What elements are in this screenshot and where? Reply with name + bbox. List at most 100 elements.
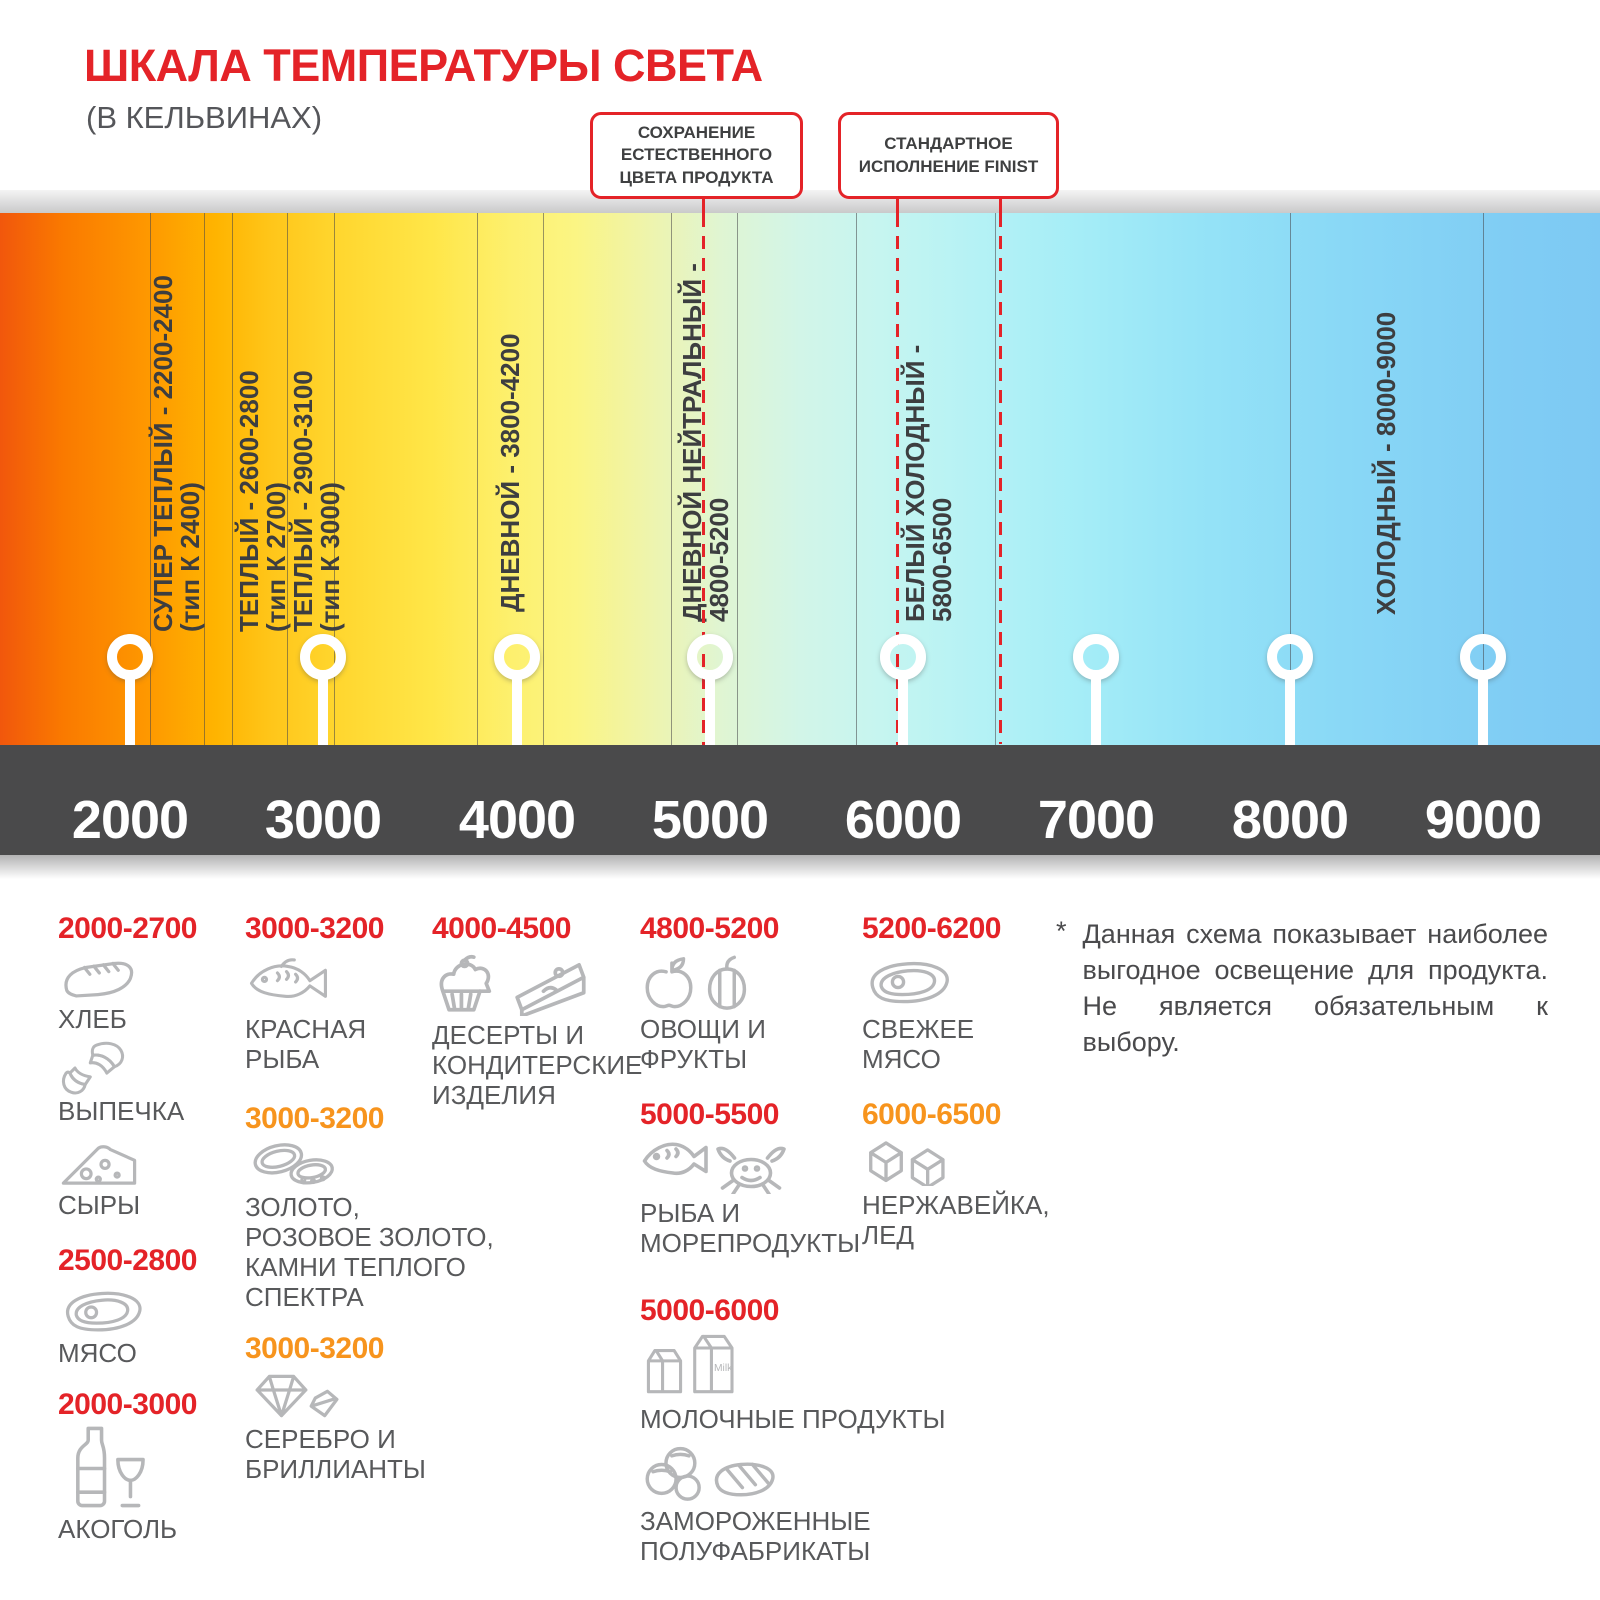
category-column-2: 3000-3200 КРАСНАЯ РЫБА 3000-3200 ЗОЛОТО,… bbox=[245, 912, 510, 1484]
zone-label-cold: ХОЛОДНЫЙ - 8000-9000 bbox=[1371, 312, 1401, 615]
marker-stem bbox=[318, 676, 328, 772]
alcohol-icon bbox=[76, 1426, 145, 1508]
dashed-line-5000k bbox=[702, 214, 705, 772]
marker-stem bbox=[1091, 676, 1101, 772]
footnote: * Данная схема показывает наиболее выгод… bbox=[1056, 916, 1548, 1060]
callout-connector bbox=[896, 198, 899, 214]
range-header: 6000-6500 bbox=[862, 1098, 1001, 1131]
category-label: МЯСО bbox=[58, 1338, 137, 1368]
footnote-text: Данная схема показывает наиболее выгодно… bbox=[1082, 919, 1548, 1057]
gridline bbox=[856, 213, 857, 745]
category-label: АКОГОЛЬ bbox=[58, 1514, 178, 1544]
category-label: СЕРЕБРО И БРИЛЛИАНТЫ bbox=[245, 1424, 426, 1484]
marker-ring bbox=[1267, 634, 1313, 680]
range-header: 3000-3200 bbox=[245, 1102, 384, 1135]
footnote-asterisk: * bbox=[1056, 916, 1067, 946]
temperature-gradient-band bbox=[0, 213, 1600, 745]
zone-type: 4800-5200 bbox=[704, 497, 734, 622]
marker-ring bbox=[880, 634, 926, 680]
axis-tick-6000: 6000 bbox=[844, 790, 962, 850]
gridline bbox=[334, 213, 335, 745]
gridline bbox=[150, 213, 151, 745]
category-label: ДЕСЕРТЫ И КОНДИТЕРСКИЕ ИЗДЕЛИЯ bbox=[432, 1020, 643, 1110]
marker-stem bbox=[125, 676, 135, 772]
gridline bbox=[671, 213, 672, 745]
range-header: 3000-3200 bbox=[245, 912, 384, 945]
zone-name: СУПЕР ТЕПЛЫЙ - 2200-2400 bbox=[148, 275, 178, 632]
marker-stem bbox=[512, 676, 522, 772]
marker-ring bbox=[1073, 634, 1119, 680]
gridline bbox=[287, 213, 288, 745]
ice-icon bbox=[869, 1141, 945, 1186]
vegetables-icon bbox=[645, 955, 747, 1010]
zone-name: ТЕПЛЫЙ - 2600-2800 bbox=[234, 370, 264, 632]
marker-stem bbox=[1285, 676, 1295, 772]
marker-ring bbox=[687, 634, 733, 680]
category-label: ЗОЛОТО, РОЗОВОЕ ЗОЛОТО, КАМНИ ТЕПЛОГО СП… bbox=[245, 1192, 494, 1312]
callout-standard-finist: СТАНДАРТНОЕ ИСПОЛНЕНИЕ FINIST bbox=[838, 112, 1059, 199]
category-label: ХЛЕБ bbox=[58, 1004, 127, 1034]
bread-icon bbox=[64, 961, 134, 998]
zone-name: БЕЛЫЙ ХОЛОДНЫЙ - bbox=[900, 344, 930, 622]
fresh-meat-icon bbox=[870, 961, 949, 1004]
kelvin-axis: 2000 3000 4000 5000 6000 7000 8000 9000 bbox=[0, 745, 1600, 855]
fish-icon bbox=[249, 958, 327, 999]
gridline bbox=[1290, 213, 1291, 745]
page-title: ШКАЛА ТЕМПЕРАТУРЫ СВЕТА bbox=[84, 40, 763, 91]
page-subtitle: (В КЕЛЬВИНАХ) bbox=[86, 100, 323, 135]
croissant-icon bbox=[61, 1041, 125, 1095]
axis-tick-3000: 3000 bbox=[264, 790, 382, 850]
callout-text: СТАНДАРТНОЕ ИСПОЛНЕНИЕ FINIST bbox=[858, 134, 1039, 176]
zone-label-super-warm: СУПЕР ТЕПЛЫЙ - 2200-2400 (тип К 2400) bbox=[148, 275, 205, 632]
cheese-icon bbox=[61, 1145, 137, 1185]
category-label: НЕРЖАВЕЙКА, ЛЕД bbox=[862, 1190, 1050, 1250]
marker-ring bbox=[1460, 634, 1506, 680]
gridline bbox=[737, 213, 738, 745]
axis-tick-4000: 4000 bbox=[458, 790, 576, 850]
dairy-icon: Milk bbox=[646, 1334, 734, 1394]
header-shadow bbox=[0, 190, 1600, 213]
range-header: 2500-2800 bbox=[58, 1244, 197, 1277]
range-header: 5000-5500 bbox=[640, 1098, 779, 1131]
steak-icon bbox=[65, 1291, 142, 1332]
frozen-icon bbox=[645, 1446, 775, 1501]
marker-ring bbox=[107, 634, 153, 680]
callout-connector bbox=[999, 198, 1002, 214]
marker-stem bbox=[1478, 676, 1488, 772]
gridline bbox=[477, 213, 478, 745]
zone-name: ДНЕВНОЙ - 3800-4200 bbox=[495, 333, 525, 612]
zone-name: ТЕПЛЫЙ - 2900-3100 bbox=[288, 370, 318, 632]
category-label: МОЛОЧНЫЕ ПРОДУКТЫ bbox=[640, 1404, 946, 1434]
dessert-icon bbox=[439, 954, 586, 1016]
gridline bbox=[232, 213, 233, 745]
zone-label-daylight: ДНЕВНОЙ - 3800-4200 bbox=[495, 333, 525, 612]
range-header: 2000-2700 bbox=[58, 912, 197, 945]
range-header: 2000-3000 bbox=[58, 1388, 197, 1421]
axis-tick-8000: 8000 bbox=[1231, 790, 1349, 850]
axis-tick-9000: 9000 bbox=[1424, 790, 1542, 850]
dashed-line-6000k bbox=[896, 214, 899, 772]
zone-type: 5800-6500 bbox=[927, 497, 957, 622]
category-column-1: 2000-2700 ХЛЕБ ВЫПЕЧКА СЫРЫ 2500-2800 МЯ… bbox=[58, 912, 243, 1544]
category-label: ОВОЩИ И ФРУКТЫ bbox=[640, 1014, 766, 1074]
category-label: КРАСНАЯ РЫБА bbox=[245, 1014, 367, 1074]
seafood-icon bbox=[642, 1142, 786, 1194]
svg-text:Milk: Milk bbox=[714, 1363, 733, 1374]
axis-tick-5000: 5000 bbox=[651, 790, 769, 850]
axis-shadow bbox=[0, 855, 1600, 879]
zone-type: (тип К 2400) bbox=[175, 482, 205, 632]
callout-natural-color: СОХРАНЕНИЕ ЕСТЕСТВЕННОГО ЦВЕТА ПРОДУКТА bbox=[590, 112, 803, 199]
category-label: РЫБА И МОРЕПРОДУКТЫ bbox=[640, 1198, 861, 1258]
zone-label-cool-white: БЕЛЫЙ ХОЛОДНЫЙ - 5800-6500 bbox=[900, 344, 957, 622]
range-header: 5000-6000 bbox=[640, 1294, 779, 1327]
category-column-5: 5200-6200 СВЕЖЕЕ МЯСО 6000-6500 НЕРЖАВЕЙ… bbox=[862, 912, 1087, 1250]
zone-label-daylight-neutral: ДНЕВНОЙ НЕЙТРАЛЬНЫЙ - 4800-5200 bbox=[677, 263, 734, 622]
rings-icon bbox=[253, 1143, 334, 1185]
category-column-3: 4000-4500 ДЕСЕРТЫ И КОНДИТЕРСКИЕ ИЗДЕЛИЯ bbox=[432, 912, 667, 1110]
zone-type: (тип К 2700) bbox=[261, 482, 291, 632]
zone-type: (тип К 3000) bbox=[315, 482, 345, 632]
dashed-line-6500k bbox=[999, 214, 1002, 744]
category-label: СЫРЫ bbox=[58, 1190, 141, 1220]
range-header: 5200-6200 bbox=[862, 912, 1001, 945]
